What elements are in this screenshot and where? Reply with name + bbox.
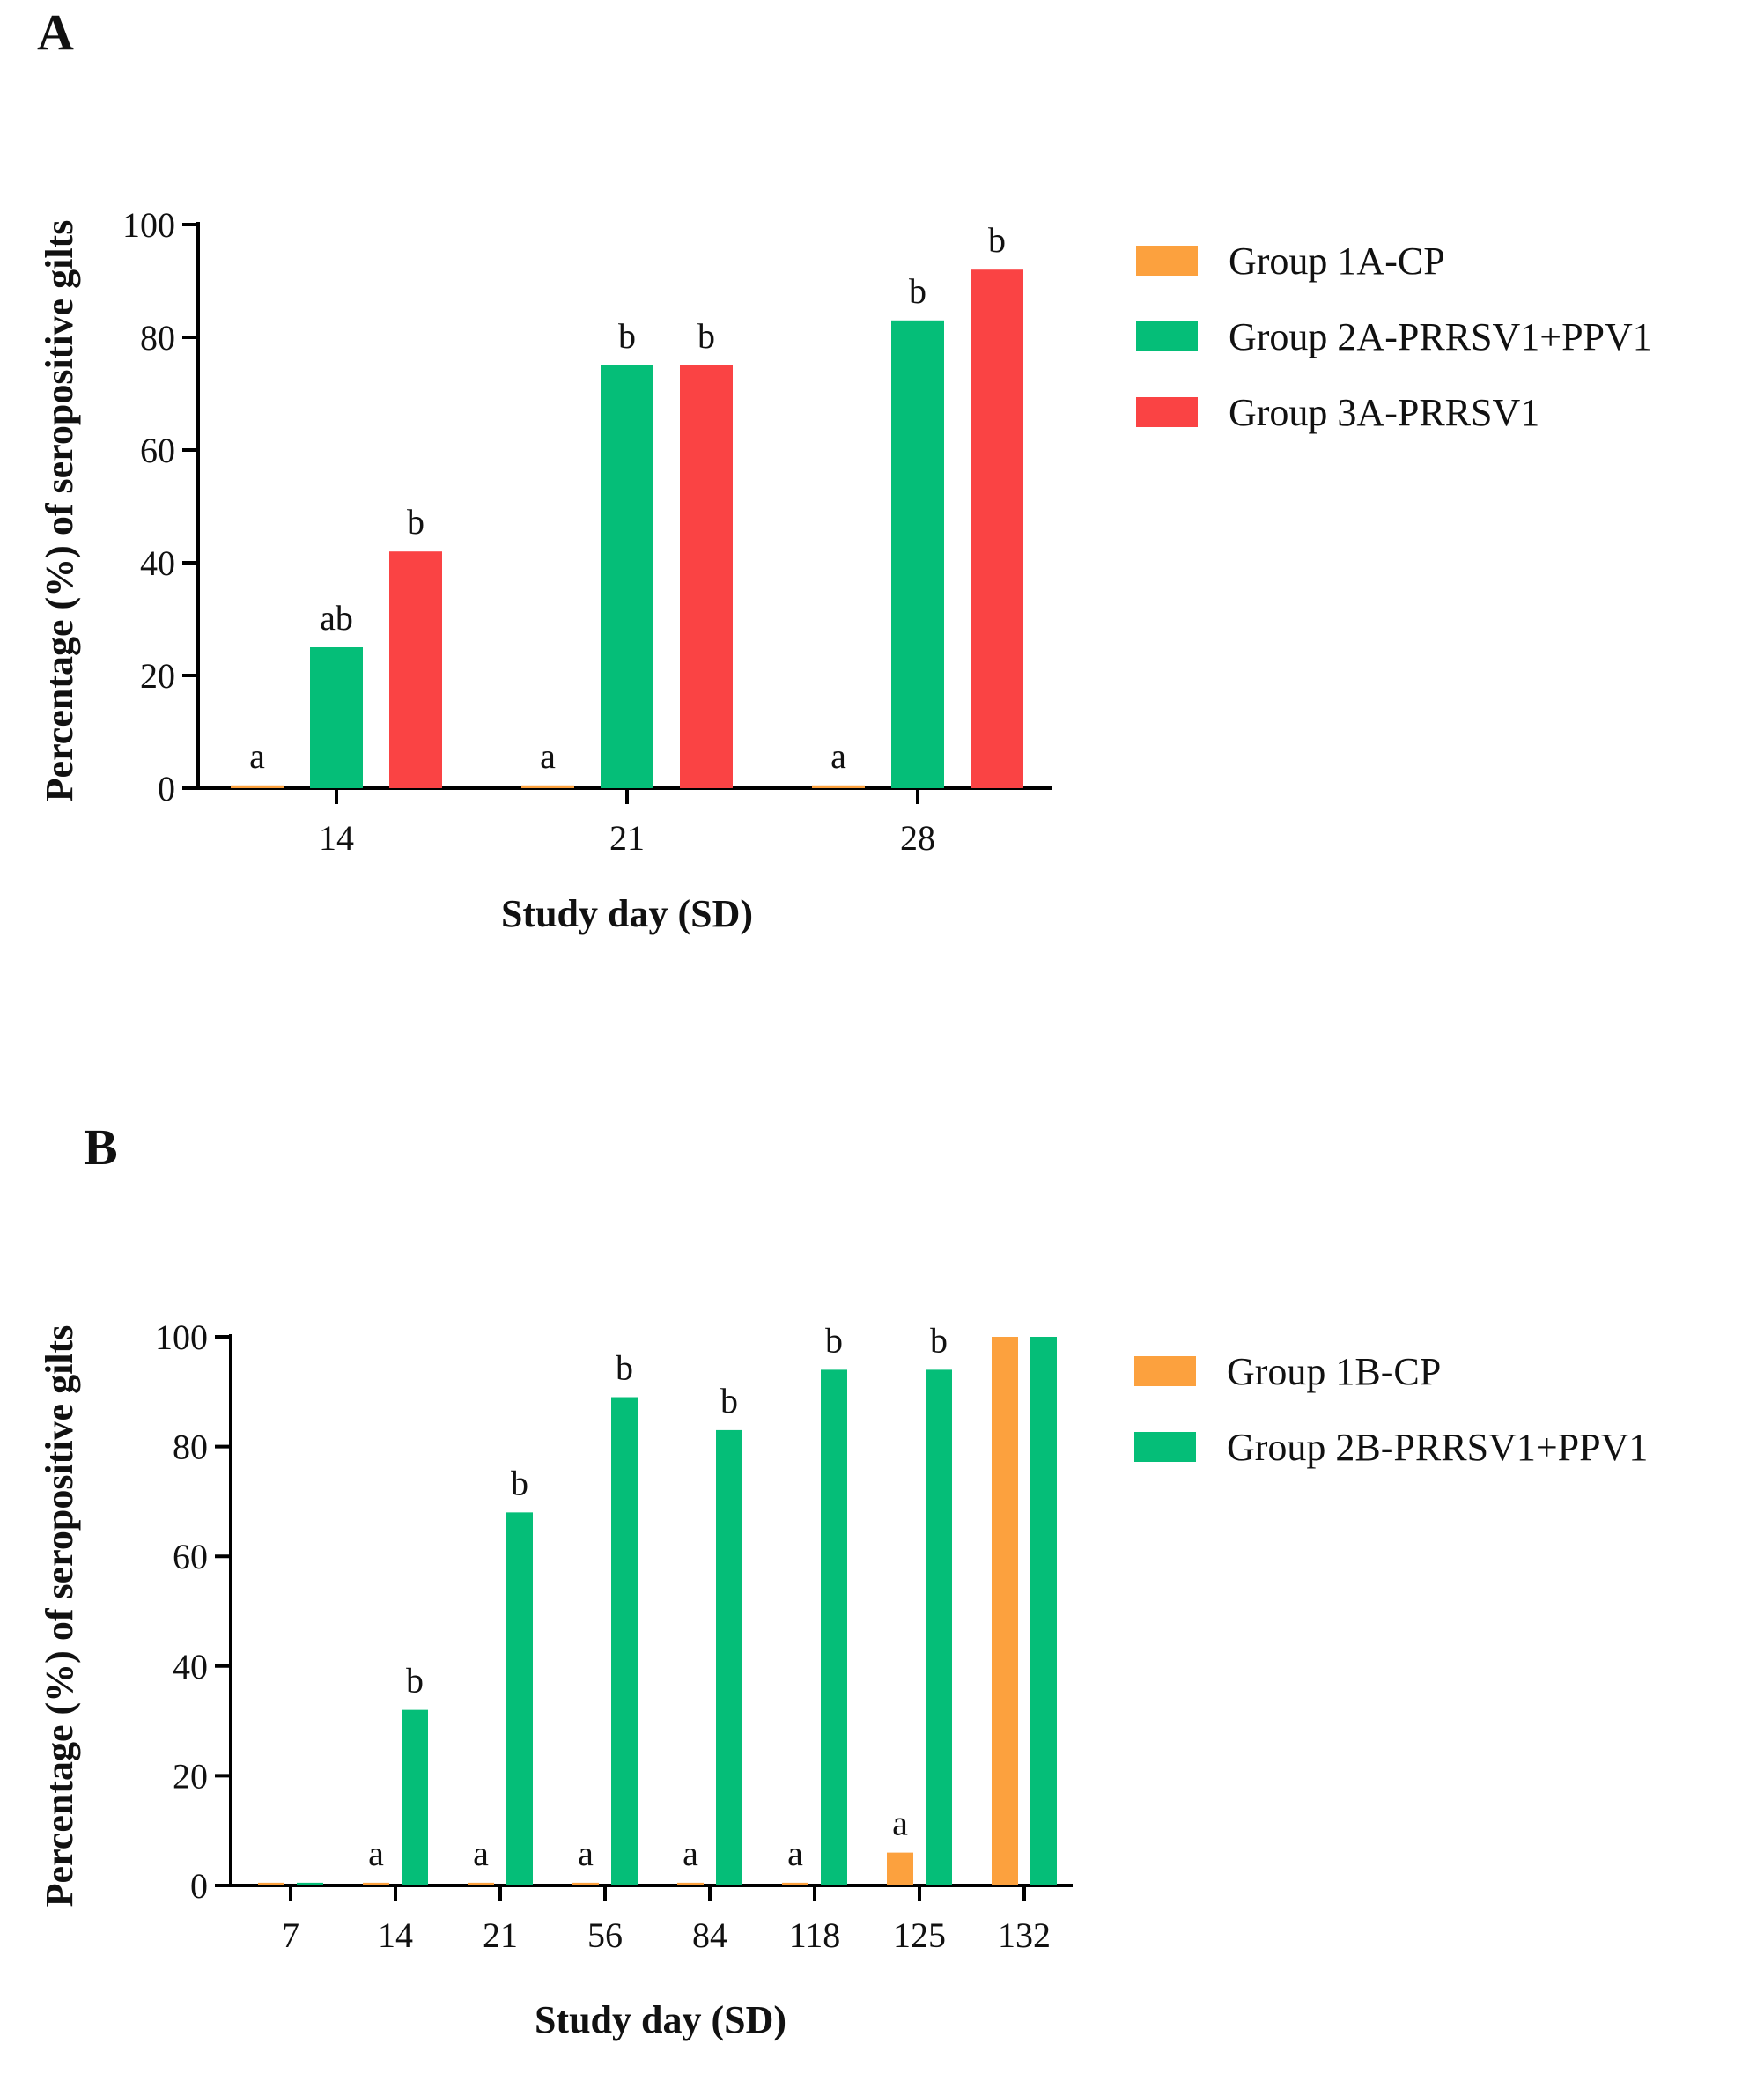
panel-b-bar [716, 1429, 742, 1885]
panel-b-significance-label: a [368, 1834, 384, 1873]
panel-a-significance-label: b [909, 271, 926, 311]
panel-b-y-tick-label: 20 [173, 1756, 208, 1796]
panel-b-legend-swatch [1134, 1356, 1196, 1386]
panel-a-significance-label: b [618, 316, 636, 356]
panel-b-x-tick-label: 7 [282, 1915, 299, 1955]
panel-a-significance-label: a [830, 736, 846, 776]
panel-b-y-tick-label: 0 [190, 1866, 208, 1906]
panel-b-bar [297, 1882, 323, 1885]
panel-a-legend-label: Group 2A-PRRSV1+PPV1 [1229, 315, 1652, 358]
panel-b-significance-label: b [616, 1348, 633, 1388]
panel-b-y-tick-label: 80 [173, 1428, 208, 1467]
panel-b-x-tick-label: 125 [893, 1915, 946, 1955]
panel-a-bar [680, 365, 733, 788]
panel-a-x-tick-label: 14 [319, 818, 354, 858]
panel-b-significance-label: b [406, 1661, 424, 1701]
panel-a-bar [601, 365, 653, 788]
panel-a: A Percentage (%) of seropositive gilts S… [37, 4, 1652, 935]
panel-a-legend: Group 1A-CP Group 2A-PRRSV1+PPV1 Group 3A-… [1136, 240, 1652, 434]
panel-a-x-tick-label: 21 [609, 818, 645, 858]
panel-b-plot: 0 20 40 60 80 100 7 14 a b 21 a b 56 a b 84 a b 118 a b 125 a b 1… [155, 1317, 1073, 1955]
panel-b-x-tick-label: 56 [587, 1915, 623, 1955]
panel-b-y-tick-label: 60 [173, 1537, 208, 1576]
panel-b-bar [506, 1512, 533, 1885]
panel-b-bar [611, 1397, 638, 1885]
panel-a-letter: A [37, 4, 74, 61]
panel-b-legend-label: Group 2B-PRRSV1+PPV1 [1227, 1426, 1648, 1469]
panel-b-bar [821, 1369, 847, 1885]
panel-a-bar [310, 647, 363, 788]
panel-b-bar [468, 1882, 494, 1885]
panel-a-y-tick-label: 80 [140, 318, 175, 358]
panel-a-bar [812, 785, 865, 788]
panel-a-x-axis-title: Study day (SD) [501, 892, 753, 935]
panel-a-significance-label: a [540, 736, 556, 776]
panel-a-y-axis-title: Percentage (%) of seropositive gilts [38, 220, 81, 802]
panel-b-bar [363, 1882, 389, 1885]
panel-b-legend: Group 1B-CP Group 2B-PRRSV1+PPV1 [1134, 1350, 1648, 1469]
panel-b-significance-label: a [787, 1834, 803, 1873]
panel-b-bar [258, 1882, 284, 1885]
panel-a-bar [891, 320, 944, 788]
panel-b-x-axis-title: Study day (SD) [535, 1998, 786, 2041]
panel-b-bar [572, 1882, 599, 1885]
panel-b-y-tick-label: 40 [173, 1647, 208, 1686]
panel-a-legend-swatch [1136, 246, 1198, 276]
panel-a-bar [971, 269, 1023, 788]
panel-b-bar [887, 1852, 913, 1885]
panel-b-significance-label: b [825, 1320, 843, 1360]
panel-b-legend-swatch [1134, 1432, 1196, 1462]
panel-b-significance-label: b [930, 1320, 948, 1360]
panel-a-significance-label: b [407, 502, 424, 542]
panel-a-legend-swatch [1136, 397, 1198, 427]
panel-a-legend-label: Group 3A-PRRSV1 [1229, 391, 1539, 434]
panel-a-legend-swatch [1136, 321, 1198, 351]
panel-b-bar [992, 1337, 1018, 1885]
panel-b-legend-label: Group 1B-CP [1227, 1350, 1441, 1393]
panel-a-significance-label: a [249, 736, 265, 776]
panel-b-x-tick-label: 132 [998, 1915, 1051, 1955]
panel-b-significance-label: a [578, 1834, 594, 1873]
panel-a-x-tick-label: 28 [900, 818, 935, 858]
panel-b-bar [926, 1369, 952, 1885]
panel-b-x-tick-label: 14 [378, 1915, 413, 1955]
panel-b-significance-label: b [720, 1381, 738, 1421]
panel-b: B Percentage (%) of seropositive gilts S… [38, 1118, 1648, 2041]
panel-b-y-axis-title: Percentage (%) of seropositive gilts [38, 1325, 81, 1908]
panel-a-y-tick-label: 20 [140, 656, 175, 696]
panel-a-significance-label: b [697, 316, 715, 356]
panel-b-x-tick-label: 84 [692, 1915, 727, 1955]
panel-a-legend-label: Group 1A-CP [1229, 240, 1445, 283]
panel-b-x-tick-label: 118 [789, 1915, 841, 1955]
panel-b-significance-label: b [511, 1463, 528, 1502]
panel-a-y-tick-label: 0 [158, 769, 175, 808]
panel-b-significance-label: a [683, 1834, 698, 1873]
panel-a-bar [231, 785, 284, 788]
panel-b-x-tick-label: 21 [483, 1915, 518, 1955]
panel-a-y-tick-label: 100 [122, 205, 175, 245]
panel-a-bar [389, 551, 442, 788]
panel-a-y-tick-label: 40 [140, 543, 175, 583]
panel-a-bar [521, 785, 574, 788]
panel-a-significance-label: ab [320, 598, 353, 638]
panel-b-significance-label: a [892, 1804, 908, 1843]
panel-a-y-tick-label: 60 [140, 431, 175, 470]
panel-b-significance-label: a [473, 1834, 489, 1873]
panel-b-bar [677, 1882, 704, 1885]
panel-b-bar [1030, 1337, 1057, 1885]
panel-b-letter: B [84, 1118, 118, 1176]
panel-b-y-tick-label: 100 [155, 1317, 208, 1357]
panel-b-bar [402, 1709, 428, 1885]
panel-b-bar [782, 1882, 808, 1885]
panel-a-significance-label: b [988, 220, 1006, 260]
